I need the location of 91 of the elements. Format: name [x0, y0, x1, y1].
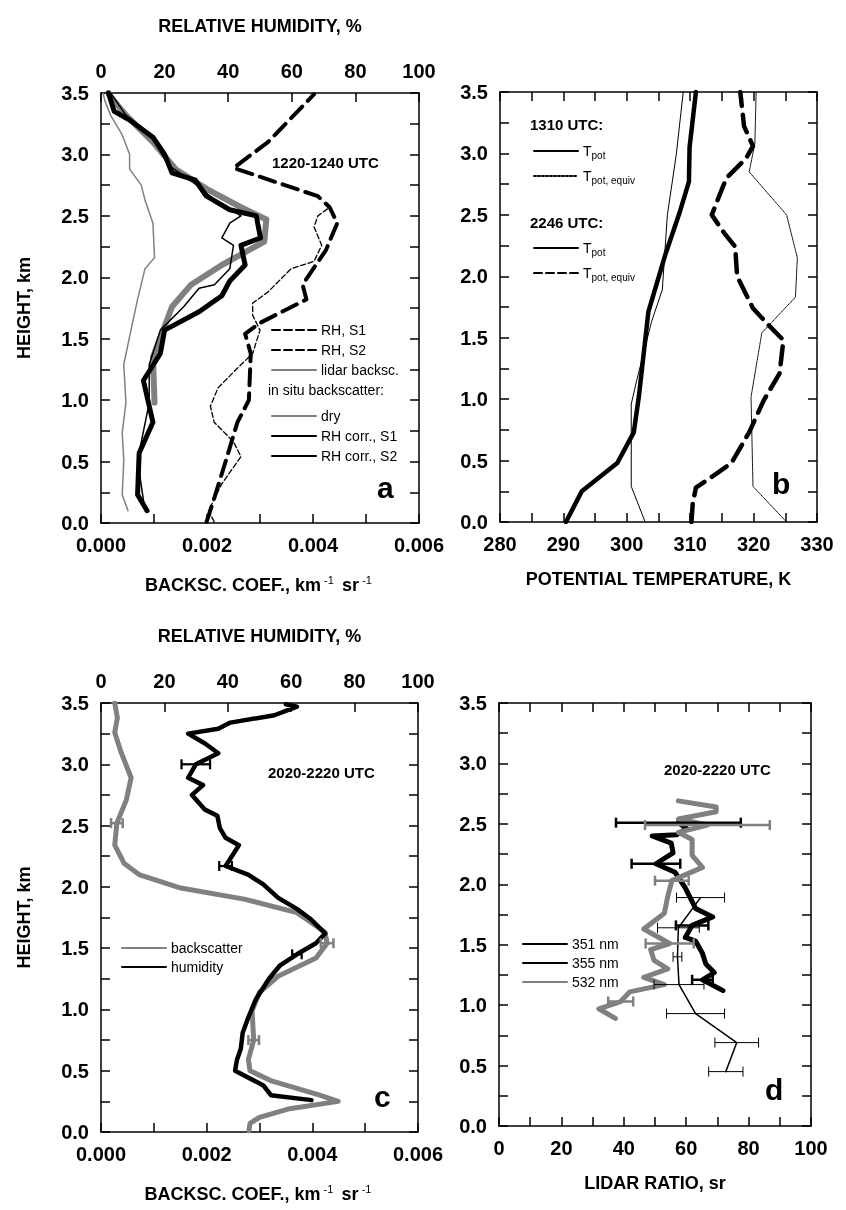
x-tick-label: 330 — [800, 533, 834, 555]
y-tick-label: 1.5 — [460, 326, 488, 349]
x2-axis-title: RELATIVE HUMIDITY, % — [157, 626, 362, 646]
legend-label: RH, S1 — [321, 322, 367, 338]
x-tick-label: 0.004 — [287, 1143, 339, 1165]
x-tick-label: 100 — [794, 1137, 828, 1159]
legend-label: 351 nm — [572, 936, 619, 952]
x-tick-label: 280 — [483, 533, 517, 555]
y-tick-label: 3.0 — [61, 143, 89, 166]
annotation: 2020-2220 UTC — [268, 764, 375, 781]
annotation: b — [772, 466, 791, 500]
y-tick-label: 2.5 — [61, 204, 89, 227]
legend-label: RH corr., S1 — [321, 428, 398, 444]
legend-label: lidar backsc. — [321, 362, 399, 378]
y-tick-label: 0.5 — [459, 1054, 487, 1077]
x-tick-label: 0.004 — [287, 534, 339, 556]
y-tick-label: 3.5 — [61, 82, 89, 104]
y-tick-label: 0.5 — [61, 450, 89, 473]
x-tick-label: 300 — [610, 533, 644, 555]
y-tick-label: 1.5 — [61, 327, 89, 350]
x2-axis-title: RELATIVE HUMIDITY, % — [158, 16, 362, 36]
x-tick-label: 0.002 — [181, 534, 233, 556]
x-tick-label: 0.000 — [75, 534, 127, 556]
x-tick-label: 60 — [675, 1137, 698, 1159]
legend-label: 532 nm — [572, 974, 619, 990]
annotation: 1310 UTC: — [530, 116, 604, 133]
annotation: d — [765, 1072, 784, 1106]
x-axis-title: LIDAR RATIO, sr — [584, 1173, 726, 1193]
annotation: 2246 UTC: — [530, 214, 604, 231]
x-tick-label: 80 — [737, 1137, 760, 1159]
x-tick-label: 0 — [493, 1137, 505, 1159]
y-tick-label: 2.0 — [460, 265, 488, 288]
y-tick-label: 2.5 — [459, 812, 487, 835]
x-tick-label: 0.006 — [392, 1143, 444, 1165]
y-axis-title: HEIGHT, km — [14, 256, 34, 360]
annotation: a — [377, 470, 394, 504]
y-tick-label: 3.5 — [460, 81, 488, 103]
y-tick-label: 1.0 — [460, 388, 488, 411]
annotation: 1220-1240 UTC — [272, 154, 379, 171]
y-tick-label: 1.0 — [61, 389, 89, 412]
x2-tick-label: 0 — [95, 670, 107, 692]
x2-tick-label: 60 — [280, 60, 303, 82]
annotation: c — [374, 1079, 391, 1113]
y-tick-label: 3.5 — [61, 692, 89, 714]
y-tick-label: 0.0 — [61, 512, 89, 534]
y-tick-label: 3.0 — [459, 752, 487, 775]
x2-tick-label: 100 — [401, 670, 435, 692]
annotation: in situ backscatter: — [268, 382, 384, 398]
x2-tick-label: 80 — [344, 60, 367, 82]
x2-tick-label: 20 — [153, 670, 176, 692]
y-tick-label: 0.0 — [459, 1115, 487, 1137]
legend-label: RH corr., S2 — [321, 448, 398, 464]
x2-tick-label: 100 — [402, 60, 436, 82]
x-tick-label: 320 — [736, 533, 771, 555]
legend-label: backscatter — [171, 940, 243, 956]
x-tick-label: 20 — [550, 1137, 573, 1159]
y-tick-label: 2.0 — [61, 266, 89, 289]
y-tick-label: 1.0 — [459, 994, 487, 1017]
x-tick-label: 0.000 — [75, 1143, 127, 1165]
x-tick-label: 310 — [673, 533, 707, 555]
y-tick-label: 0.0 — [460, 511, 488, 533]
x2-tick-label: 80 — [343, 670, 366, 692]
x-tick-label: 0.002 — [181, 1143, 232, 1165]
y-tick-label: 0.5 — [61, 1059, 89, 1082]
legend-label: RH, S2 — [321, 342, 367, 358]
y-tick-label: 0.0 — [61, 1121, 89, 1143]
x2-tick-label: 40 — [217, 60, 240, 82]
y-tick-label: 1.5 — [459, 933, 487, 956]
y-axis-title: HEIGHT, km — [14, 866, 34, 969]
legend-label: 355 nm — [572, 955, 619, 971]
x2-tick-label: 60 — [280, 670, 303, 692]
x2-tick-label: 20 — [153, 60, 176, 82]
x-axis-title: POTENTIAL TEMPERATURE, K — [525, 569, 792, 589]
y-tick-label: 1.0 — [61, 998, 89, 1021]
y-tick-label: 2.0 — [61, 875, 89, 898]
y-tick-label: 1.5 — [61, 937, 89, 960]
y-tick-label: 2.0 — [459, 873, 487, 896]
x-tick-label: 0.006 — [393, 534, 445, 556]
y-tick-label: 3.0 — [460, 142, 488, 165]
y-tick-label: 2.5 — [61, 814, 89, 837]
annotation: 2020-2220 UTC — [664, 761, 771, 778]
y-tick-label: 2.5 — [460, 203, 488, 226]
x-tick-label: 40 — [612, 1137, 635, 1159]
y-tick-label: 3.5 — [459, 692, 487, 714]
legend-label: dry — [321, 408, 341, 424]
x2-tick-label: 0 — [95, 60, 107, 82]
y-tick-label: 0.5 — [460, 449, 488, 472]
y-tick-label: 3.0 — [61, 753, 89, 776]
x2-tick-label: 40 — [216, 670, 239, 692]
x-tick-label: 290 — [546, 533, 581, 555]
legend-label: humidity — [171, 959, 224, 975]
